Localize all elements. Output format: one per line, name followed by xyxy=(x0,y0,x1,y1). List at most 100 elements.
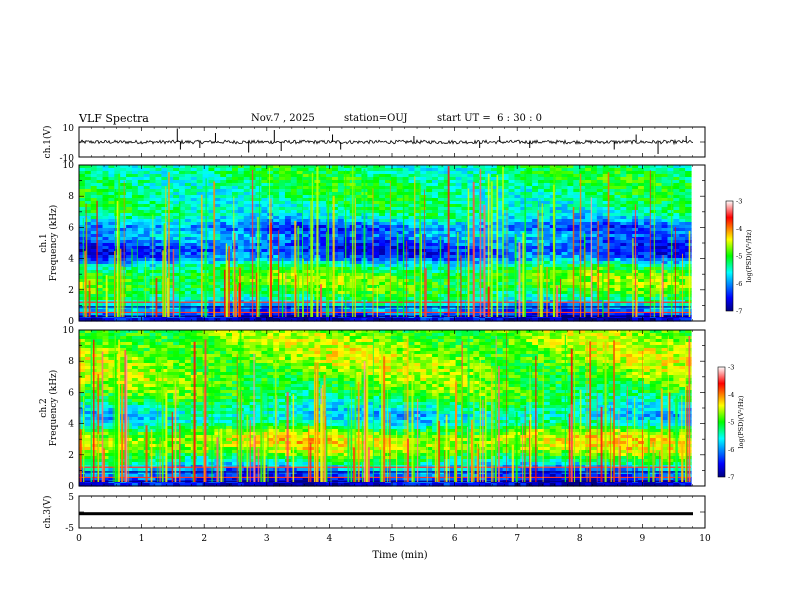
spectrogram-cell xyxy=(443,228,451,232)
spectrogram-cell xyxy=(614,186,621,190)
spectrogram-cell xyxy=(467,189,474,193)
spectrogram-cell xyxy=(190,228,198,232)
spectrogram-cell xyxy=(367,285,374,289)
spectrogram-cell xyxy=(131,195,139,199)
spectrogram-cell xyxy=(567,291,574,295)
spectrogram-cell xyxy=(502,288,510,292)
spectrogram-cell xyxy=(131,258,139,262)
spectrogram-cell xyxy=(326,234,333,238)
spectrogram-cell xyxy=(296,195,304,199)
spectrogram-cell xyxy=(614,288,621,292)
spectrogram-cell xyxy=(555,267,563,271)
spectrogram-cell xyxy=(261,258,268,262)
spectrogram-cell xyxy=(408,243,416,247)
spectrogram-cell xyxy=(167,237,174,241)
spectrogram-cell xyxy=(608,246,616,250)
spectrogram-cell xyxy=(390,258,398,262)
spectrogram-cell xyxy=(420,225,427,229)
spectrogram-cell xyxy=(220,237,227,241)
spectrogram-cell xyxy=(585,174,592,178)
spectrogram-cell xyxy=(620,183,627,187)
spectrogram-cell xyxy=(590,171,598,175)
spectrogram-cell xyxy=(208,273,215,277)
spectrogram-cell xyxy=(84,225,92,229)
spectrogram-cell xyxy=(432,261,439,265)
spectrogram-cell xyxy=(596,195,604,199)
spectrogram-cell xyxy=(614,237,621,241)
spectrogram-cell xyxy=(585,165,592,169)
spectrogram-cell xyxy=(385,243,392,247)
spectrogram-cell xyxy=(196,228,204,232)
spectrogram-cell xyxy=(243,225,251,229)
spectrogram-cell xyxy=(679,195,686,199)
spectrogram-cell xyxy=(355,222,363,226)
spectrogram-cell xyxy=(467,243,474,247)
spectrogram-cell xyxy=(490,219,498,223)
spectrogram-cell xyxy=(108,201,115,205)
spectrogram-cell xyxy=(655,225,663,229)
spectrogram-cell xyxy=(420,258,427,262)
spectrogram-cell xyxy=(543,174,551,178)
spectrogram-cell xyxy=(226,231,233,235)
spectrogram-cell xyxy=(355,273,363,277)
spectrogram-cell xyxy=(596,291,604,295)
spectrogram-cell xyxy=(90,297,98,301)
spectrogram-cell xyxy=(137,177,145,181)
spectrogram-cell xyxy=(273,249,280,253)
spectrogram-cell xyxy=(84,165,92,169)
spectrogram-cell xyxy=(679,189,686,193)
spectrogram-cell xyxy=(226,195,233,199)
spectrogram-cell xyxy=(655,252,663,256)
spectrogram-cell xyxy=(649,219,657,223)
spectrogram-cell xyxy=(90,177,98,181)
spectrogram-cell xyxy=(455,219,463,223)
spectrogram-cell xyxy=(420,294,427,298)
spectrogram-cell xyxy=(184,165,192,169)
spectrogram-cell xyxy=(443,261,451,265)
spectrogram-cell xyxy=(402,282,410,286)
spectrogram-cell xyxy=(467,192,474,196)
spectrogram-cell xyxy=(555,180,563,184)
spectrogram-cell xyxy=(355,270,363,274)
spectrogram-cell xyxy=(561,237,569,241)
spectrogram-cell xyxy=(638,267,645,271)
spectrogram-cell xyxy=(449,294,457,298)
spectrogram-cell xyxy=(355,234,363,238)
spectrogram-cell xyxy=(79,282,86,286)
spectrogram-cell xyxy=(208,264,215,268)
spectrogram-cell xyxy=(320,294,327,298)
spectrogram-cell xyxy=(173,285,180,289)
spectrogram-cell xyxy=(396,270,404,274)
spectrogram-cell xyxy=(302,270,310,274)
spectrogram-cell xyxy=(208,225,215,229)
spectrogram-cell xyxy=(120,210,127,214)
spectrogram-cell xyxy=(585,198,592,202)
spectrogram-cell xyxy=(120,204,127,208)
spectrogram-cell xyxy=(420,204,427,208)
spectrogram-cell xyxy=(590,219,598,223)
spectrogram-cell xyxy=(526,291,533,295)
spectrogram-cell xyxy=(373,186,380,190)
spectrogram-cell xyxy=(279,213,286,217)
spectrogram-cell xyxy=(232,210,239,214)
spectrogram-cell xyxy=(685,231,692,235)
spectrogram-cell xyxy=(643,282,651,286)
spectrogram-cell xyxy=(337,243,345,247)
spectrogram-cell xyxy=(302,168,310,172)
spectrogram-cell xyxy=(284,234,292,238)
spectrogram-cell xyxy=(84,183,92,187)
spectrogram-cell xyxy=(579,195,586,199)
spectrogram-cell xyxy=(143,282,151,286)
spectrogram-cell xyxy=(155,168,162,172)
spectrogram-cell xyxy=(332,168,339,172)
spectrogram-cell xyxy=(514,216,521,220)
spectrogram-cell xyxy=(155,237,162,241)
spectrogram-cell xyxy=(355,288,363,292)
spectrogram-cell xyxy=(367,186,374,190)
spectrogram-cell xyxy=(596,171,604,175)
spectrogram-cell xyxy=(290,225,298,229)
spectrogram-cell xyxy=(490,249,498,253)
spectrogram-cell xyxy=(543,237,551,241)
spectrogram-cell xyxy=(385,192,392,196)
spectrogram-cell xyxy=(626,282,633,286)
